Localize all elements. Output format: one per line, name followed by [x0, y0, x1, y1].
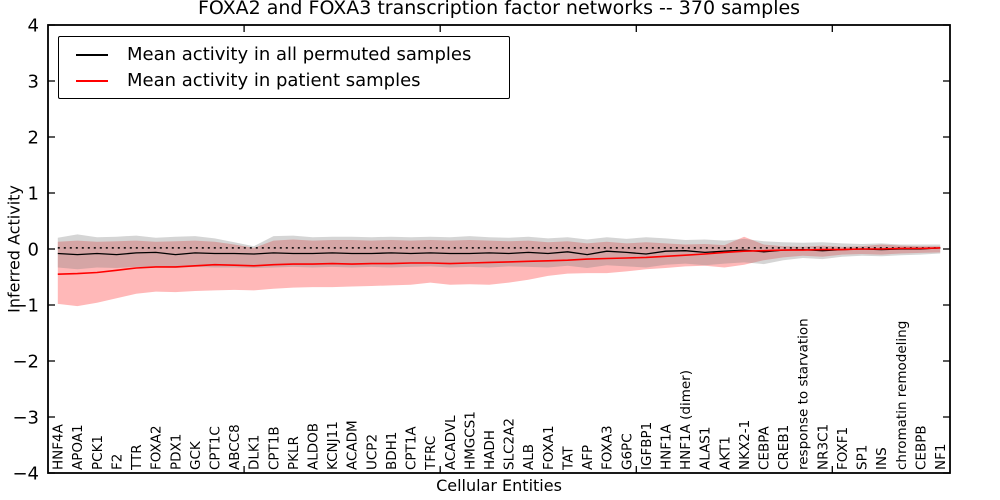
permuted-band	[57, 234, 941, 270]
x-category-label: PCK1	[90, 435, 106, 470]
y-tick-label: −4	[12, 464, 39, 485]
patient-mean-line	[57, 247, 941, 275]
x-category-label: CPT1B	[266, 426, 282, 470]
x-category-label: G6PC	[619, 433, 635, 470]
x-category-label: HADH	[482, 430, 498, 470]
x-category-label: SP1	[855, 445, 871, 470]
y-tick-label: −2	[12, 352, 39, 373]
y-tick-label: 4	[28, 16, 39, 37]
x-category-label: AFP	[580, 445, 596, 470]
x-category-label: UCP2	[364, 434, 380, 470]
x-category-label: CPT1C	[208, 426, 224, 470]
x-category-label: GCK	[188, 440, 204, 470]
x-category-label: ALB	[521, 444, 537, 470]
chart-title: FOXA2 and FOXA3 transcription factor net…	[197, 0, 801, 19]
x-category-label: response to starvation	[796, 318, 812, 470]
patient-band	[57, 236, 941, 307]
y-axis-label: Inferred Activity	[4, 185, 24, 313]
x-category-label: APOA1	[70, 424, 86, 470]
x-category-label: CPT1A	[404, 426, 420, 470]
x-category-label: INS	[874, 447, 890, 470]
x-category-label: SLC2A2	[502, 418, 518, 470]
x-category-label: ACADVL	[443, 415, 459, 470]
x-category-label: TFRC	[423, 436, 439, 471]
x-category-label: TTR	[129, 444, 145, 471]
x-category-label: BDH1	[384, 432, 400, 470]
y-tick-label: 3	[28, 72, 39, 93]
x-category-label: ALAS1	[698, 427, 714, 470]
x-category-label: NKX2-1	[737, 420, 753, 470]
x-category-label: HNF1A	[659, 423, 675, 470]
y-tick-label: −1	[12, 296, 39, 317]
x-category-label: ACADM	[345, 420, 361, 470]
x-category-label: ABCC8	[227, 424, 243, 470]
y-tick-label: 2	[28, 128, 39, 149]
x-category-label: HMGCS1	[462, 411, 478, 470]
x-category-label: KCNJ11	[325, 421, 341, 470]
x-axis-label: Cellular Entities	[436, 476, 562, 495]
x-category-label: PKLR	[286, 436, 302, 470]
y-tick-label: 1	[28, 184, 39, 205]
x-category-label: FOXA3	[600, 425, 616, 470]
legend-item-permuted: Mean activity in all permuted samples	[76, 44, 509, 65]
x-category-label: FOXA2	[149, 425, 165, 470]
x-category-label: chromatin remodeling	[894, 321, 910, 470]
x-category-label: FOXA1	[541, 425, 557, 470]
legend-label-patient: Mean activity in patient samples	[127, 70, 421, 91]
x-category-label: NR3C1	[815, 424, 831, 470]
x-category-label: AKT1	[717, 436, 733, 470]
y-tick-label: −3	[12, 408, 39, 429]
x-category-label: CEBPB	[913, 425, 929, 470]
x-category-label: HNF4A	[51, 423, 67, 470]
x-category-label: HNF1A (dimer)	[678, 370, 694, 470]
x-category-label: CEBPA	[757, 426, 773, 470]
x-category-label: FOXF1	[835, 427, 851, 470]
legend-label-permuted: Mean activity in all permuted samples	[127, 44, 472, 65]
x-category-label: F2	[109, 454, 125, 470]
x-category-label: CREB1	[776, 425, 792, 470]
x-category-label: ALDOB	[306, 423, 322, 470]
x-category-label: NF1	[933, 444, 949, 470]
x-category-label: IGFBP1	[639, 422, 655, 470]
y-tick-label: 0	[28, 240, 39, 261]
legend-item-patient: Mean activity in patient samples	[76, 70, 509, 91]
patient-line-sample	[76, 79, 108, 82]
permuted-line-sample	[76, 53, 108, 56]
x-category-label: TAT	[560, 446, 576, 471]
x-category-label: DLK1	[247, 435, 263, 470]
legend: Mean activity in all permuted samples Me…	[58, 36, 510, 99]
x-category-label: PDX1	[168, 434, 184, 470]
